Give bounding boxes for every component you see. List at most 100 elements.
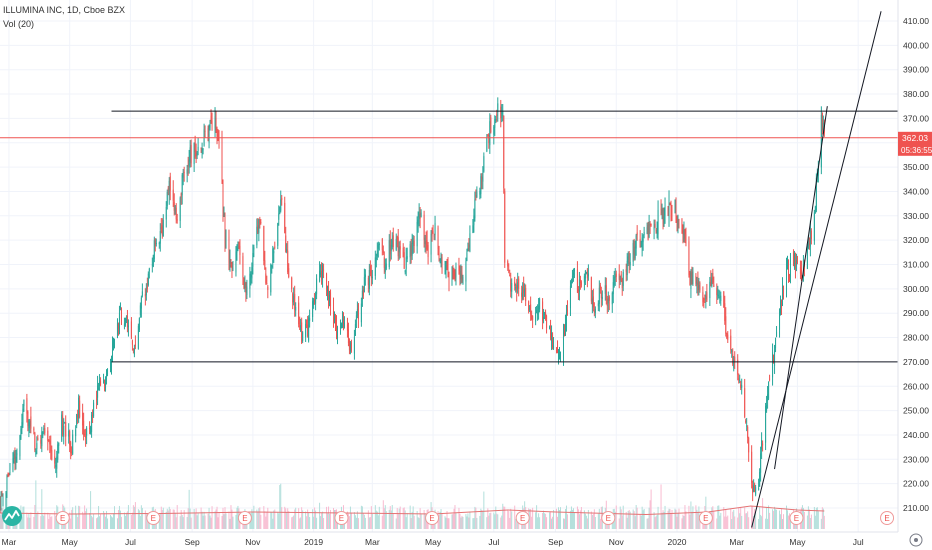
candlestick[interactable] xyxy=(5,491,7,510)
candlestick[interactable] xyxy=(448,271,450,292)
candlestick[interactable] xyxy=(251,262,253,284)
candlestick[interactable] xyxy=(787,259,789,283)
candlestick[interactable] xyxy=(479,187,481,200)
candlestick[interactable] xyxy=(202,147,204,155)
candlestick[interactable] xyxy=(444,260,446,275)
candlestick[interactable] xyxy=(399,240,401,259)
candlestick[interactable] xyxy=(418,203,420,227)
candlestick[interactable] xyxy=(7,472,9,478)
candlestick[interactable] xyxy=(165,201,167,228)
candlestick[interactable] xyxy=(64,421,66,424)
candlestick[interactable] xyxy=(598,280,600,312)
candlestick[interactable] xyxy=(120,307,122,326)
candlestick[interactable] xyxy=(683,221,685,243)
candlestick[interactable] xyxy=(483,152,485,173)
candlestick[interactable] xyxy=(426,230,428,251)
candlestick[interactable] xyxy=(685,227,687,247)
candlestick[interactable] xyxy=(105,376,107,392)
candlestick[interactable] xyxy=(319,261,321,283)
trend-line[interactable] xyxy=(751,11,882,528)
candlestick[interactable] xyxy=(43,425,45,435)
candlestick[interactable] xyxy=(431,227,433,242)
candlestick[interactable] xyxy=(570,278,572,288)
candlestick[interactable] xyxy=(769,374,771,382)
candlestick[interactable] xyxy=(259,216,261,229)
candlestick[interactable] xyxy=(41,426,43,453)
candlestick[interactable] xyxy=(514,276,516,291)
candlestick[interactable] xyxy=(348,338,350,355)
candlestick[interactable] xyxy=(301,317,303,345)
candlestick[interactable] xyxy=(720,291,722,306)
candlestick[interactable] xyxy=(368,263,370,296)
candlestick[interactable] xyxy=(21,413,23,435)
candlestick[interactable] xyxy=(697,271,699,296)
candlestick[interactable] xyxy=(731,348,733,358)
candlestick[interactable] xyxy=(781,299,783,315)
candlestick[interactable] xyxy=(381,237,383,256)
earnings-event-icon[interactable]: E xyxy=(146,511,161,525)
candlestick[interactable] xyxy=(698,277,700,296)
candlestick[interactable] xyxy=(132,348,134,354)
candlestick[interactable] xyxy=(564,314,566,337)
candlestick[interactable] xyxy=(474,191,476,222)
candlestick[interactable] xyxy=(406,247,408,263)
candlestick[interactable] xyxy=(820,106,822,175)
candlestick[interactable] xyxy=(153,236,155,263)
trend-line[interactable] xyxy=(774,106,828,470)
candlestick[interactable] xyxy=(794,252,796,279)
candlestick[interactable] xyxy=(197,137,199,156)
candlestick[interactable] xyxy=(367,275,369,293)
candlestick[interactable] xyxy=(277,222,279,250)
candlestick[interactable] xyxy=(364,269,366,286)
candlestick[interactable] xyxy=(404,269,406,275)
candlestick[interactable] xyxy=(326,272,328,297)
candlestick[interactable] xyxy=(726,332,728,340)
candlestick[interactable] xyxy=(162,214,164,237)
candlestick[interactable] xyxy=(231,261,233,279)
candlestick[interactable] xyxy=(127,319,129,337)
candlestick[interactable] xyxy=(676,215,678,232)
candlestick[interactable] xyxy=(76,413,78,429)
candlestick[interactable] xyxy=(173,193,175,216)
candlestick[interactable] xyxy=(782,277,784,307)
candlestick[interactable] xyxy=(713,276,715,288)
candlestick[interactable] xyxy=(349,341,351,355)
candlestick[interactable] xyxy=(75,425,77,443)
candlestick[interactable] xyxy=(671,204,673,222)
candlestick[interactable] xyxy=(186,164,188,183)
candlestick[interactable] xyxy=(612,275,614,304)
candlestick[interactable] xyxy=(61,411,63,442)
candlestick[interactable] xyxy=(117,322,119,336)
candlestick[interactable] xyxy=(500,99,502,128)
candlestick[interactable] xyxy=(334,311,336,324)
candlestick[interactable] xyxy=(618,264,620,289)
candlestick[interactable] xyxy=(677,214,679,234)
candlestick[interactable] xyxy=(302,331,304,343)
candlestick[interactable] xyxy=(730,329,732,354)
candlestick[interactable] xyxy=(13,450,15,464)
candlestick[interactable] xyxy=(472,219,474,234)
candlestick[interactable] xyxy=(545,309,547,321)
candlestick[interactable] xyxy=(761,432,763,459)
candlestick[interactable] xyxy=(518,276,520,297)
candlestick[interactable] xyxy=(271,264,273,274)
candlestick[interactable] xyxy=(54,449,56,469)
candlestick[interactable] xyxy=(765,402,767,451)
candlestick[interactable] xyxy=(237,241,239,252)
candlestick[interactable] xyxy=(33,426,35,435)
candlestick[interactable] xyxy=(392,227,394,252)
candlestick[interactable] xyxy=(565,304,567,332)
candlestick[interactable] xyxy=(639,230,641,248)
candlestick[interactable] xyxy=(688,236,690,278)
candlestick[interactable] xyxy=(614,268,616,286)
candlestick[interactable] xyxy=(717,285,719,300)
candlestick[interactable] xyxy=(126,309,128,333)
candlestick[interactable] xyxy=(814,205,816,214)
candlestick[interactable] xyxy=(92,409,94,424)
candlestick[interactable] xyxy=(403,246,405,269)
candlestick[interactable] xyxy=(307,315,309,338)
candlestick[interactable] xyxy=(335,313,337,332)
candlestick[interactable] xyxy=(1,490,3,497)
candlestick[interactable] xyxy=(200,147,202,153)
candlestick[interactable] xyxy=(634,240,636,261)
